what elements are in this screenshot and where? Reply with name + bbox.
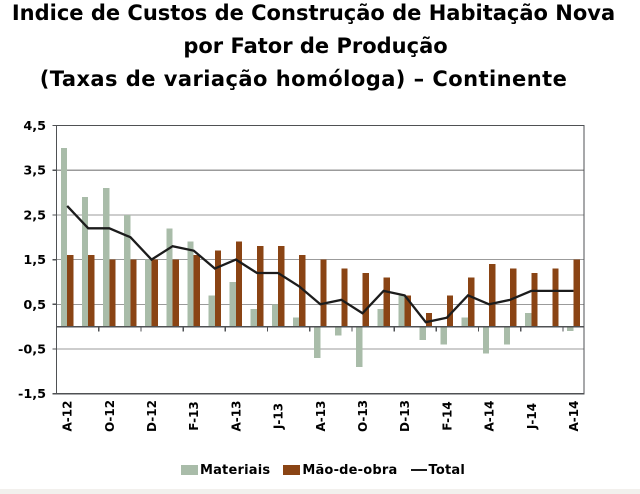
bar-materiais-2 [103, 188, 110, 327]
bar-mao-de-obra-16 [404, 295, 411, 327]
bar-mao-de-obra-1 [88, 255, 95, 327]
bars-mao-de-obra [67, 241, 580, 327]
x-axis-label: J-14 [525, 403, 539, 430]
x-axis-label: O-12 [103, 400, 117, 432]
bar-materiais-7 [208, 295, 215, 327]
x-axis-label: F-13 [187, 401, 201, 431]
bar-mao-de-obra-8 [235, 241, 243, 327]
bar-mao-de-obra-9 [257, 246, 264, 327]
bar-materiais-0 [60, 147, 68, 327]
bars-materiais [60, 147, 574, 367]
bar-materiais-20 [482, 326, 490, 354]
bar-materiais-14 [356, 326, 363, 367]
legend-label-mao-de-obra: Mão-de-obra [302, 462, 398, 478]
legend-item-total: Total [410, 462, 466, 478]
bar-mao-de-obra-6 [193, 255, 201, 327]
x-axis-label: A-13 [314, 401, 328, 432]
bar-mao-de-obra-19 [467, 277, 475, 327]
bar-mao-de-obra-13 [341, 268, 348, 327]
bar-materiais-15 [377, 308, 384, 327]
bar-materiais-10 [271, 304, 279, 327]
bar-mao-de-obra-5 [172, 259, 179, 327]
bar-mao-de-obra-7 [214, 250, 222, 327]
bar-mao-de-obra-2 [109, 259, 116, 327]
mao-de-obra-swatch-icon [283, 465, 301, 475]
bar-mao-de-obra-20 [489, 264, 496, 327]
x-axis-label: O-13 [356, 400, 370, 432]
bar-materiais-13 [335, 326, 342, 336]
bar-materiais-17 [419, 326, 426, 341]
bar-mao-de-obra-4 [151, 259, 158, 327]
bar-materiais-6 [187, 241, 194, 327]
x-axis-label: A-14 [483, 401, 497, 432]
bar-materiais-8 [229, 281, 236, 327]
y-axis-label: 3,5 [23, 164, 46, 179]
bar-mao-de-obra-22 [531, 273, 538, 327]
bar-mao-de-obra-18 [446, 295, 454, 327]
materiais-swatch-icon [180, 465, 198, 475]
y-axis-labels: 4,5 3,5 2,5 1,5 0,5 -0,5 -1,5 [18, 119, 46, 402]
x-axis-label: A-14 [567, 401, 581, 432]
bar-mao-de-obra-17 [425, 313, 433, 327]
bar-mao-de-obra-3 [130, 259, 137, 327]
y-axis-label: 0,5 [23, 298, 46, 313]
bar-mao-de-obra-0 [67, 255, 74, 327]
y-axis-label: -1,5 [18, 387, 46, 402]
chart-title-line-3: (Taxas de variação homóloga) – Continent… [39, 67, 568, 91]
x-axis-label: F-14 [440, 401, 454, 431]
total-line-swatch-icon [410, 469, 427, 471]
x-axis-label: A-12 [61, 401, 75, 432]
x-axis-labels: A-12 O-12 D-12 F-13 A-13 J-13 A-13 O-13 D-13 F-14… [61, 400, 581, 432]
chart-title-line-1: Indice de Custos de Construção de Habita… [11, 1, 616, 25]
total-line [66, 205, 574, 324]
bar-materiais-5 [166, 228, 173, 327]
bar-mao-de-obra-15 [383, 277, 390, 327]
bar-materiais-19 [461, 317, 468, 327]
bar-materiais-3 [124, 214, 131, 327]
y-axis-ticks [52, 124, 57, 395]
bar-materiais-22 [524, 313, 532, 327]
bar-mao-de-obra-11 [299, 255, 306, 327]
y-axis-label: 4,5 [23, 119, 46, 134]
y-axis-label: 1,5 [23, 253, 46, 268]
bar-materiais-24 [567, 326, 574, 332]
y-axis-label: -0,5 [18, 343, 46, 358]
x-axis-ticks [98, 326, 564, 332]
bar-materiais-9 [250, 308, 258, 327]
chart-title-line-2: por Fator de Produção [183, 34, 448, 58]
legend-label-materiais: Materiais [199, 462, 271, 478]
bar-mao-de-obra-10 [278, 246, 285, 327]
bar-materiais-1 [81, 197, 89, 327]
x-axis-label: D-13 [398, 400, 412, 432]
x-axis-label: J-13 [272, 403, 286, 430]
bar-materiais-16 [398, 295, 405, 327]
bar-materiais-21 [503, 326, 511, 345]
legend-item-materiais: Materiais [180, 462, 271, 478]
y-axis-label: 2,5 [23, 208, 46, 223]
bar-mao-de-obra-14 [362, 273, 369, 327]
bar-mao-de-obra-23 [552, 268, 559, 327]
legend-item-mao-de-obra: Mão-de-obra [283, 463, 397, 478]
bar-mao-de-obra-24 [573, 259, 580, 327]
page-edge-strip [0, 489, 640, 494]
x-axis-label: D-12 [145, 400, 159, 432]
chart-legend: Materiais Mão-de-obra Total [0, 461, 640, 479]
bar-materiais-11 [292, 317, 300, 327]
bar-materiais-18 [440, 326, 447, 345]
x-axis-label: A-13 [229, 401, 243, 432]
legend-label-total: Total [428, 462, 466, 478]
bar-mao-de-obra-12 [320, 259, 327, 327]
bar-materiais-4 [145, 259, 152, 327]
bar-materiais-12 [314, 326, 321, 358]
